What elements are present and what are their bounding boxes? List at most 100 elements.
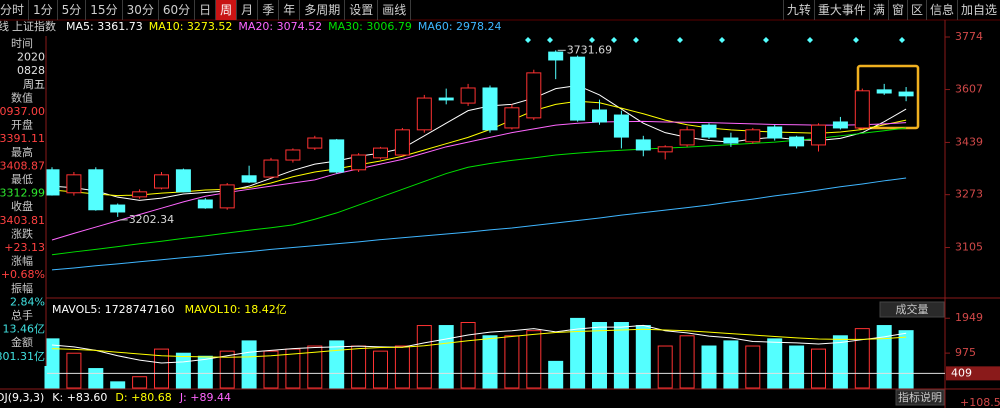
tool-button[interactable]: 区 xyxy=(906,0,926,20)
tool-button[interactable]: 加自选 xyxy=(956,0,1000,20)
info-value: 2020 xyxy=(17,51,45,64)
volume-bar xyxy=(132,376,148,389)
volume-bar xyxy=(876,325,892,389)
volume-bar xyxy=(526,330,542,389)
candle-body xyxy=(154,174,169,189)
event-marker xyxy=(899,37,905,43)
ma-label: MA30: 3006.79 xyxy=(328,20,412,33)
period-tab[interactable]: 5分 xyxy=(58,0,87,20)
tool-button[interactable]: 满 xyxy=(868,0,888,20)
volume-bar xyxy=(898,330,914,389)
cursor-label-bg xyxy=(946,366,1000,381)
indicator-button-bg xyxy=(895,389,945,406)
tool-button[interactable]: 重大事件 xyxy=(813,0,869,20)
candle-body xyxy=(66,174,82,194)
volume-bar xyxy=(154,348,169,389)
candle-body xyxy=(592,109,607,123)
ma-label: MA5: 3361.73 xyxy=(66,20,143,33)
candle-body xyxy=(745,129,761,143)
candle-body xyxy=(723,137,739,144)
volume-bar xyxy=(373,350,388,389)
info-label: 数值 xyxy=(11,91,33,104)
event-marker xyxy=(633,37,639,43)
y-tick-label: 3273 xyxy=(955,188,983,201)
volume-legend: MAVOL10: 18.42亿 xyxy=(185,303,287,316)
period-tab[interactable]: 日 xyxy=(195,0,217,20)
period-tab[interactable]: 分时 xyxy=(0,0,30,20)
info-label: 总手 xyxy=(11,308,33,322)
volume-legend: MAVOL5: 1728747160 xyxy=(52,303,175,316)
candle-body xyxy=(482,87,498,131)
volume-bar xyxy=(592,322,607,389)
cursor-label: 409 xyxy=(951,366,972,379)
info-label: 时间 xyxy=(11,37,33,50)
volume-bar xyxy=(767,338,783,389)
ma-line xyxy=(51,177,907,271)
candle-body xyxy=(394,129,410,156)
tool-button[interactable]: 九转 xyxy=(782,0,814,20)
candle-body xyxy=(44,169,60,196)
period-tab[interactable]: 画线 xyxy=(378,0,412,20)
event-marker xyxy=(589,37,595,43)
period-tab[interactable]: 15分 xyxy=(86,0,123,20)
y-tick-label: 1949 xyxy=(955,311,983,324)
period-tab[interactable]: 30分 xyxy=(123,0,159,20)
candle-body xyxy=(613,114,629,138)
indicator-value: J: +89.44 xyxy=(179,391,231,404)
indicator-value: DJ(9,3,3) xyxy=(0,391,44,404)
period-tab[interactable]: 年 xyxy=(279,0,301,20)
period-tab[interactable]: 设置 xyxy=(345,0,379,20)
ma-label: MA10: 3273.52 xyxy=(149,20,233,33)
volume-bar xyxy=(657,345,673,389)
candle-body xyxy=(241,175,257,183)
mavol-line xyxy=(51,328,907,358)
volume-button-bg xyxy=(879,301,945,318)
ma-line xyxy=(51,100,907,197)
event-marker xyxy=(853,37,859,43)
candle-body xyxy=(263,159,279,178)
ma-line xyxy=(51,127,907,256)
period-tab[interactable]: 1分 xyxy=(29,0,58,20)
info-value: +0.68% xyxy=(1,268,45,281)
volume-button[interactable]: 成交量 xyxy=(896,302,929,316)
candle-body xyxy=(285,149,301,161)
info-value: +23.13 xyxy=(4,241,45,254)
info-label: 金额 xyxy=(11,335,33,349)
tool-button[interactable]: 窗 xyxy=(887,0,907,20)
period-tab[interactable]: 多周期 xyxy=(300,0,346,20)
volume-bar xyxy=(307,345,323,389)
volume-bar xyxy=(351,345,367,389)
volume-bar xyxy=(854,328,870,389)
volume-bar xyxy=(460,322,476,389)
tool-button[interactable]: 信息 xyxy=(925,0,957,20)
volume-bar xyxy=(175,352,191,389)
info-panel-bg xyxy=(0,36,46,366)
indicator-axis-label: +108.5 xyxy=(960,396,1000,408)
volume-bar xyxy=(811,348,826,389)
info-label: 最高 xyxy=(11,145,33,159)
indicator-button[interactable]: 指标说明 xyxy=(898,390,942,404)
volume-bar xyxy=(723,340,739,389)
period-tab[interactable]: 季 xyxy=(258,0,280,20)
volume-bar xyxy=(548,360,564,389)
info-value: 3391.11 xyxy=(0,132,45,145)
volume-bar xyxy=(263,350,279,389)
volume-bar xyxy=(701,345,717,389)
candle-body xyxy=(460,87,476,104)
candle-body xyxy=(329,139,345,173)
candle-body xyxy=(854,90,870,129)
period-tab[interactable]: 月 xyxy=(237,0,259,20)
period-tab[interactable]: 周 xyxy=(216,0,238,20)
volume-bar xyxy=(44,338,60,389)
event-marker xyxy=(807,37,813,43)
candle-body xyxy=(438,97,454,101)
period-tab[interactable]: 60分 xyxy=(159,0,196,20)
info-label: 收盘 xyxy=(11,199,33,213)
indicator-value: D: +80.68 xyxy=(115,391,171,404)
ma-line xyxy=(51,84,907,201)
mavol-line xyxy=(51,324,907,364)
candle-body xyxy=(175,169,191,193)
info-label: 最低 xyxy=(11,173,33,186)
volume-bar xyxy=(110,381,126,389)
volume-bar xyxy=(504,335,520,389)
